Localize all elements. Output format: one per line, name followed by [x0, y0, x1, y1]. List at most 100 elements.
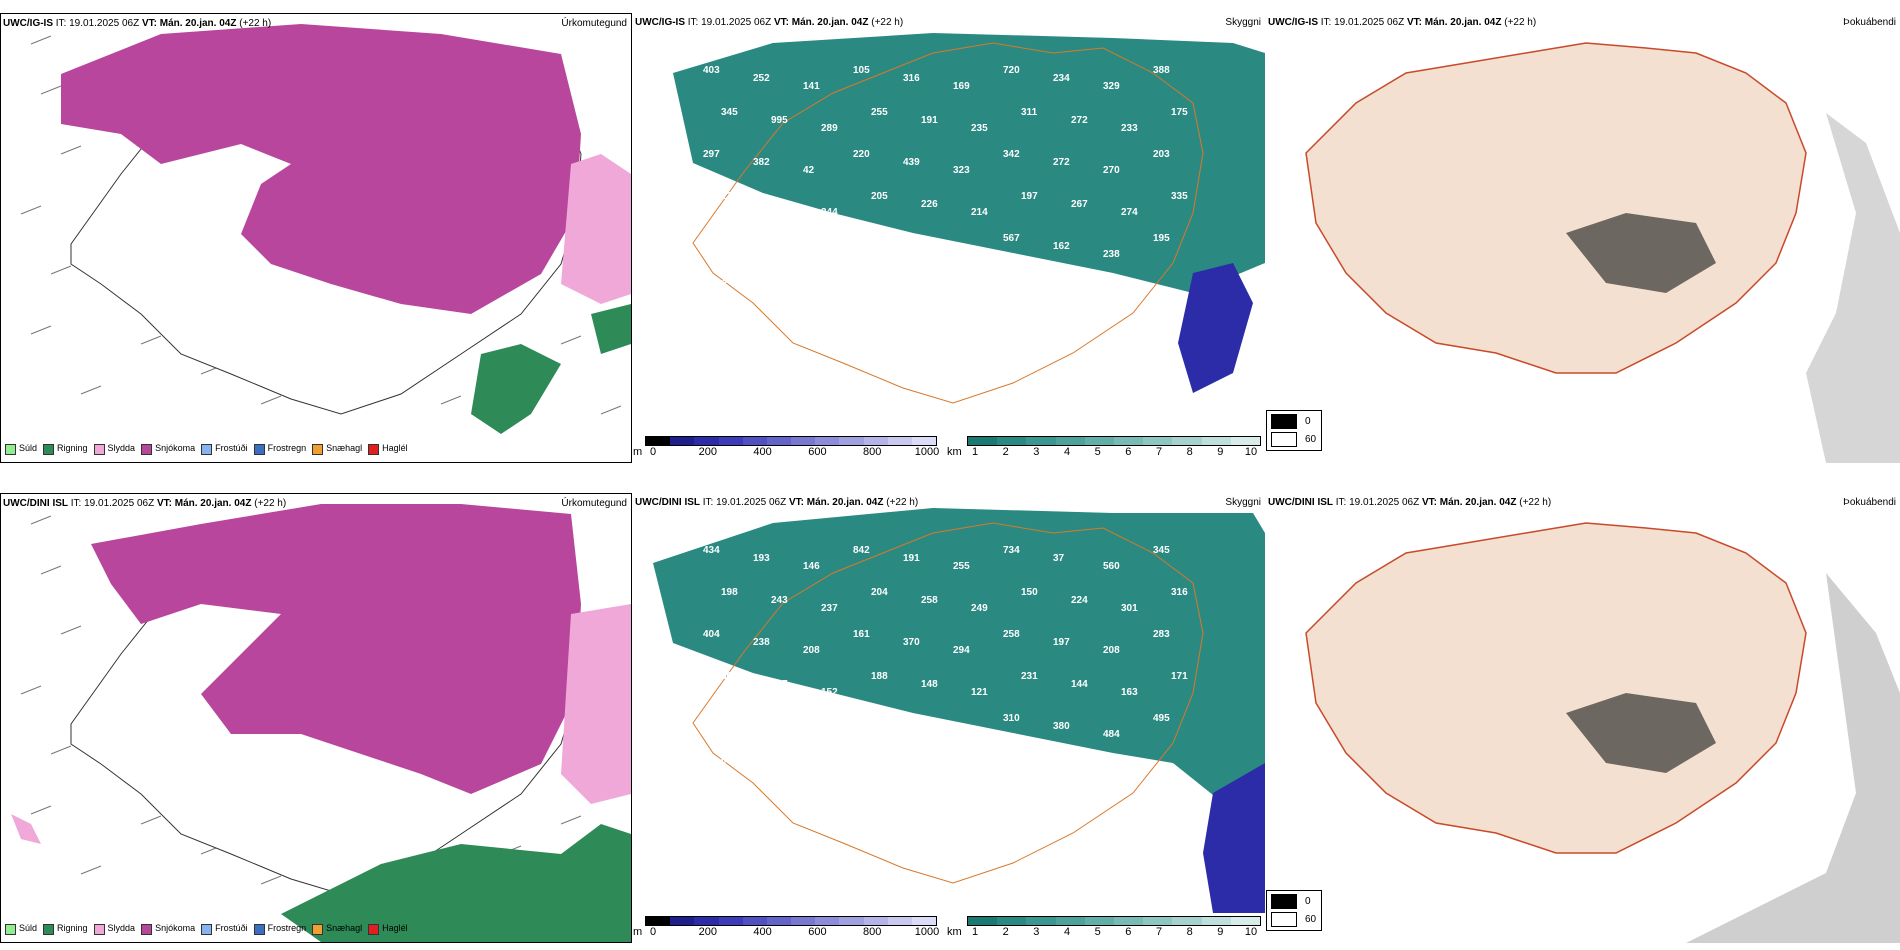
visibility-labels: 434 193 146 842 191 255 734 37 560 345 198 243 237 20…: [703, 545, 1188, 782]
visibility-value: 317: [771, 679, 788, 690]
colorbar-tick: 9: [1217, 446, 1224, 458]
visibility-value: 370: [903, 637, 920, 648]
visibility-value: 234: [1053, 73, 1070, 84]
visibility-value: 368: [721, 671, 738, 682]
visibility-value: 734: [1003, 545, 1020, 556]
visibility-value: 403: [703, 65, 720, 76]
visibility-value: 238: [753, 637, 770, 648]
visibility-value: 203: [1153, 149, 1170, 160]
visibility-value: 208: [803, 645, 820, 656]
visibility-value: 191: [921, 115, 938, 126]
low-visibility-area: [653, 508, 1265, 823]
colorbar-tick: 7: [1155, 926, 1163, 938]
visibility-value: 188: [871, 671, 888, 682]
visibility-value: 76: [921, 763, 933, 774]
visibility-value: 567: [1003, 233, 1020, 244]
visibility-value: 103: [821, 291, 838, 302]
visibility-value: 164: [871, 275, 888, 286]
visibility-value: 220: [853, 149, 870, 160]
visibility-value: 179: [753, 721, 770, 732]
visibility-value: 252: [753, 73, 770, 84]
visibility-value: 560: [1103, 561, 1120, 572]
visibility-value: 233: [1121, 123, 1138, 134]
visibility-value: 720: [1003, 65, 1020, 76]
rain-area: [471, 304, 631, 434]
visibility-value: 198: [721, 587, 738, 598]
visibility-value: 436: [971, 291, 988, 302]
visibility-panel-row2: 434 193 146 842 191 255 734 37 560 345 198 243 237 20…: [633, 493, 1265, 943]
colorbar-tick: 600: [808, 926, 827, 938]
visibility-value: 315: [771, 763, 788, 774]
visibility-value: 655: [753, 241, 770, 252]
visibility-value: 169: [953, 81, 970, 92]
fog-area: [1806, 113, 1900, 463]
visibility-value: 108: [771, 283, 788, 294]
visibility-value: 275: [853, 713, 870, 724]
colorbar-tick: 1: [971, 446, 979, 458]
visibility-value: 382: [753, 157, 770, 168]
legend-item: Frostúði: [201, 443, 248, 455]
fog-area: [1566, 693, 1716, 773]
colorbar-tick: 6: [1125, 926, 1132, 938]
low-visibility-area: [673, 33, 1265, 293]
visibility-value: 995: [771, 115, 788, 126]
panel-title: Þokuábendi: [1843, 497, 1896, 508]
visibility-value: 163: [1121, 687, 1138, 698]
visibility-value: 276: [853, 233, 870, 244]
legend-item: Snjókoma: [141, 923, 195, 935]
colorbar-tick: 1000: [914, 926, 940, 938]
visibility-value: 345: [1153, 545, 1170, 556]
fog-area: [1566, 213, 1716, 293]
visibility-value: 638: [1121, 291, 1138, 302]
visibility-value: 238: [1103, 249, 1120, 260]
visibility-value: 270: [1103, 165, 1120, 176]
visibility-value: 191: [903, 553, 920, 564]
visibility-value: 204: [871, 587, 888, 598]
visibility-value: 93: [1071, 283, 1083, 294]
colorbar-tick: 800: [863, 926, 882, 938]
visibility-value: 274: [1121, 207, 1138, 218]
visibility-labels: 403 252 141 105 316 169 720 234 329 388 345 995 289 2…: [703, 65, 1188, 302]
rain-area: [281, 824, 631, 942]
visibility-value: 141: [803, 81, 820, 92]
visibility-value: 171: [1171, 671, 1188, 682]
visibility-value: 302: [703, 233, 720, 244]
colorbar-tick: 8: [1186, 926, 1193, 938]
precip-legend: Súld Rigning Slydda Snjókoma Frostúði Fr…: [5, 920, 408, 938]
precip-legend: Súld Rigning Slydda Snjókoma Frostúði Fr…: [5, 440, 408, 458]
legend-item: Snæhagl: [312, 443, 362, 455]
height-colorbar: m 0 200 400 600 800 1000: [633, 916, 943, 944]
visibility-value: 273: [903, 241, 920, 252]
visibility-value: 161: [853, 629, 870, 640]
legend-item: Haglél: [368, 923, 408, 935]
visibility-value: 205: [871, 191, 888, 202]
visibility-value: 322: [953, 729, 970, 740]
visibility-value: 329: [1103, 81, 1120, 92]
panel-header: UWC/IG-IS IT: 19.01.2025 06Z VT: Mán. 20…: [635, 17, 904, 28]
visibility-value: 243: [771, 595, 788, 606]
island-shape: [1305, 42, 1807, 374]
snow-cover-area: [1178, 263, 1253, 393]
visibility-value: 255: [953, 561, 970, 572]
panel-title: Skyggni: [1225, 17, 1261, 28]
visibility-value: 195: [1153, 233, 1170, 244]
visibility-value: 639: [721, 755, 738, 766]
panel-title: Skyggni: [1225, 497, 1261, 508]
km-colorbar: km 1 2 3 4 5 6 7 8 9 10: [947, 916, 1265, 944]
visibility-value: 484: [1103, 729, 1120, 740]
sleet-area: [561, 154, 631, 304]
snow-cover-area: [1203, 763, 1265, 913]
visibility-value: 297: [703, 149, 720, 160]
visibility-value: 197: [1053, 637, 1070, 648]
visibility-value: 193: [753, 553, 770, 564]
legend-item: Frostregn: [253, 443, 306, 455]
visibility-value: 264: [703, 713, 720, 724]
colorbar-tick: 200: [698, 446, 717, 458]
precip-map-row1: [20, 24, 631, 434]
visibility-value: 150: [1021, 587, 1038, 598]
island-outline: [692, 522, 1204, 884]
visibility-value: 226: [921, 199, 938, 210]
visibility-value: 323: [953, 165, 970, 176]
visibility-value: 37: [1053, 553, 1065, 564]
visibility-value: 239: [721, 191, 738, 202]
